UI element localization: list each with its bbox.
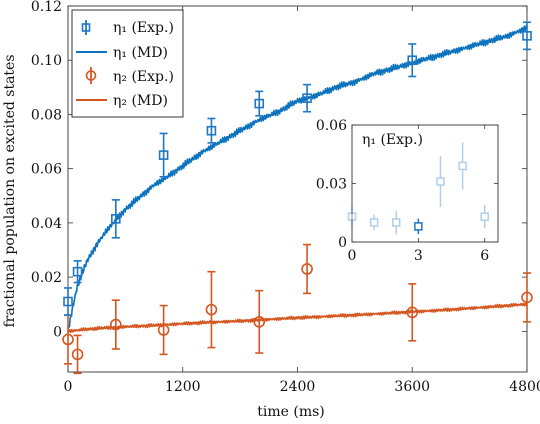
eta1-exp-point [63, 287, 73, 316]
y-tick-label: 0.02 [31, 270, 62, 286]
inset-marker [347, 212, 357, 221]
eta2-exp-marker [205, 303, 218, 316]
eta1-exp-marker [158, 150, 169, 160]
inset-point [436, 156, 445, 207]
eta2-md-line [67, 302, 528, 334]
eta2-exp-marker [157, 324, 170, 336]
eta2-exp-point [71, 334, 84, 375]
main-plot: 0120024003600480000.020.040.060.080.100.… [31, 0, 540, 395]
eta2-exp-point [301, 243, 313, 295]
eta1-exp-marker [72, 266, 83, 277]
eta2-exp-point [253, 289, 266, 354]
inset-x-tick-label: 3 [414, 248, 423, 264]
legend: η₁ (Exp.) η₁ (MD) η₂ (Exp.) η₂ (MD) [71, 9, 184, 118]
eta1-exp-marker [522, 31, 532, 41]
eta1-exp-point [522, 21, 532, 51]
inset-marker [369, 218, 379, 227]
x-tick-label: 0 [64, 379, 73, 395]
eta1-exp-marker [254, 98, 265, 109]
y-tick-label: 0.12 [31, 0, 62, 15]
y-tick-label: 0.06 [31, 162, 62, 178]
legend-eta2-md-label: η₂ (MD) [113, 93, 168, 109]
eta1-exp-point [254, 90, 265, 117]
inset-point [480, 204, 489, 229]
inset-point [414, 218, 423, 235]
inset-point [458, 142, 467, 190]
legend-eta2-exp-marker [85, 70, 97, 81]
eta1-exp-marker [111, 214, 121, 224]
inset-marker [414, 222, 423, 231]
eta2-exp-point [62, 314, 74, 365]
y-tick-label: 0.04 [31, 216, 62, 232]
inset-point [391, 210, 401, 235]
eta1-exp-marker [302, 93, 312, 103]
legend-entry-eta1-md: η₁ (MD) [76, 45, 168, 61]
eta2-exp-point [110, 299, 122, 350]
inset-x-tick-label: 0 [348, 248, 357, 264]
eta1-md-line [67, 24, 528, 329]
inset-marker [480, 212, 489, 221]
legend-eta2-exp-label: η₂ (Exp.) [113, 69, 174, 85]
legend-eta1-exp-label: η₁ (Exp.) [113, 20, 174, 36]
eta1-exp-point [72, 260, 83, 284]
inset-title: η₁ (Exp.) [362, 132, 423, 148]
eta2-exp-marker [301, 263, 313, 275]
inset-plot: η₁ (Exp.) 0 3 6 0 0.03 0.06 [316, 118, 499, 264]
eta1-exp-marker [407, 55, 418, 66]
inset-x-tick-label: 6 [480, 248, 489, 264]
inset-y-tick-label: 0.06 [316, 118, 347, 134]
x-tick-label: 2400 [280, 379, 316, 395]
eta1-exp-point [206, 117, 217, 144]
eta1-exp-marker [63, 296, 73, 307]
inset-point [347, 204, 357, 229]
y-tick-label: 0 [53, 324, 62, 340]
eta1-exp-point [407, 43, 418, 78]
eta1-exp-point [111, 199, 121, 239]
inset-y-tick-label: 0 [338, 235, 347, 251]
y-tick-label: 0.08 [31, 107, 62, 123]
inset-marker [458, 161, 467, 171]
eta2-exp-point [406, 283, 419, 342]
eta2-exp-point [157, 304, 170, 356]
eta2-exp-marker [253, 316, 266, 328]
eta2-exp-marker [110, 318, 122, 331]
legend-entry-eta1-exp: η₁ (Exp.) [81, 20, 174, 36]
eta2-exp-marker [521, 291, 533, 304]
eta1-exp-marker [206, 125, 217, 136]
inset-point [369, 214, 379, 231]
eta2-exp-marker [71, 348, 84, 361]
eta1-exp-point [302, 83, 312, 113]
eta2-exp-marker [406, 306, 419, 319]
y-axis-label: fractional population on excited states [2, 54, 18, 327]
inset-marker [391, 218, 401, 227]
eta2-exp-point [521, 272, 533, 323]
legend-entry-eta2-md: η₂ (MD) [76, 93, 168, 109]
eta2-exp-marker [62, 333, 74, 346]
eta1-exp-point [158, 132, 169, 178]
x-tick-label: 1200 [165, 379, 201, 395]
inset-marker [436, 177, 445, 186]
x-axis-label: time (ms) [257, 404, 325, 420]
y-tick-label: 0.10 [31, 53, 62, 69]
legend-eta1-md-label: η₁ (MD) [113, 45, 168, 61]
x-tick-label: 3600 [394, 379, 430, 395]
legend-eta1-exp-marker [81, 23, 91, 32]
legend-entry-eta2-exp: η₂ (Exp.) [85, 67, 174, 85]
inset-y-tick-label: 0.03 [316, 177, 347, 193]
eta2-exp-point [205, 270, 218, 349]
